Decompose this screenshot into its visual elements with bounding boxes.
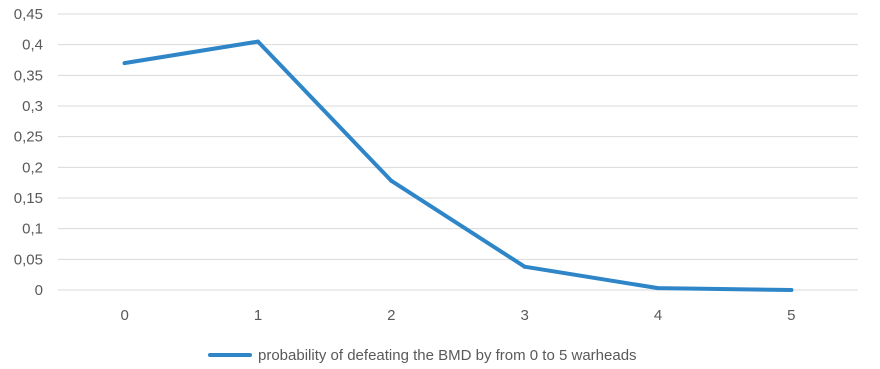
y-tick-label: 0,4	[22, 37, 43, 54]
y-tick-label: 0,05	[14, 251, 43, 268]
y-tick-label: 0,15	[14, 190, 43, 207]
y-tick-label: 0,25	[14, 129, 43, 146]
gridlines	[58, 13, 858, 291]
data-point	[522, 264, 527, 269]
series-line	[122, 39, 794, 292]
y-tick-label: 0	[35, 282, 43, 299]
x-tick-label: 3	[520, 307, 528, 324]
data-point	[256, 39, 260, 44]
x-tick-label: 0	[120, 307, 128, 324]
x-tick-label: 1	[254, 307, 262, 324]
x-tick-label: 5	[787, 307, 795, 324]
legend: probability of defeating the BMD by from…	[208, 347, 637, 364]
data-point	[122, 61, 127, 66]
data-point	[789, 288, 794, 292]
y-axis-ticks: 0 0,05 0,1 0,15 0,2 0,25 0,3 0,35 0,4 0,45	[14, 6, 43, 299]
x-tick-label: 4	[654, 307, 662, 324]
data-point	[656, 286, 660, 291]
x-tick-label: 2	[387, 307, 395, 324]
y-tick-label: 0,35	[14, 67, 43, 84]
y-tick-label: 0,1	[22, 221, 43, 238]
y-tick-label: 0,3	[22, 98, 43, 115]
y-tick-label: 0,45	[14, 6, 43, 23]
y-tick-label: 0,2	[22, 159, 43, 176]
legend-label: probability of defeating the BMD by from…	[258, 347, 637, 364]
x-axis-ticks: 0 1 2 3 4 5	[120, 307, 795, 324]
data-point	[389, 178, 394, 183]
series-group	[122, 39, 794, 292]
